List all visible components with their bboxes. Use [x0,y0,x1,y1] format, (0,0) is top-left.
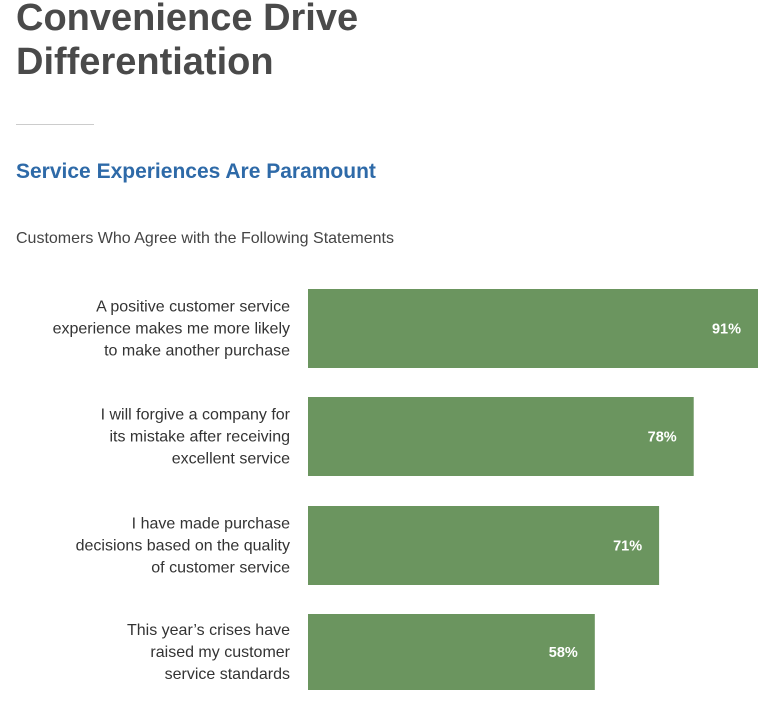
category-label: I have made purchase decisions based on t… [76,516,290,577]
category-label-line: A positive customer service [96,299,290,316]
category-label-line: of customer service [151,560,290,577]
category-label-line: excellent service [172,451,290,468]
category-label-line: experience makes me more likely [53,321,290,338]
bar-value-label: 71% [613,539,642,555]
category-label-line: to make another purchase [104,343,290,360]
category-label-line: raised my customer [150,644,290,661]
page-title: Convenience Drive Differentiation [16,0,616,84]
title-divider [16,124,94,125]
bar-value-label: 58% [549,645,578,661]
category-label-line: decisions based on the quality [76,538,290,555]
category-label: This year’s crises have raised my custome… [127,622,291,683]
bar [308,506,660,585]
page-title-line-1: Convenience Drive [16,0,359,39]
category-label: A positive customer service experience ma… [53,299,291,360]
category-label-line: its mistake after receiving [109,429,290,446]
category-label-line: service standards [165,666,290,683]
bar-value-label: 78% [648,430,677,446]
page-title-line-2: Differentiation [16,41,274,83]
bar [308,397,694,476]
bar [308,614,595,690]
bar [308,289,758,368]
section-heading: Service Experiences Are Paramount [16,160,376,183]
category-label-line: I will forgive a company for [101,407,291,424]
category-label: I will forgive a company for its mistake … [101,407,291,468]
bar-value-label: 91% [712,322,741,338]
chart-title: Customers Who Agree with the Following S… [16,230,394,247]
category-label-line: I have made purchase [132,516,290,533]
category-label-line: This year’s crises have [127,622,290,639]
